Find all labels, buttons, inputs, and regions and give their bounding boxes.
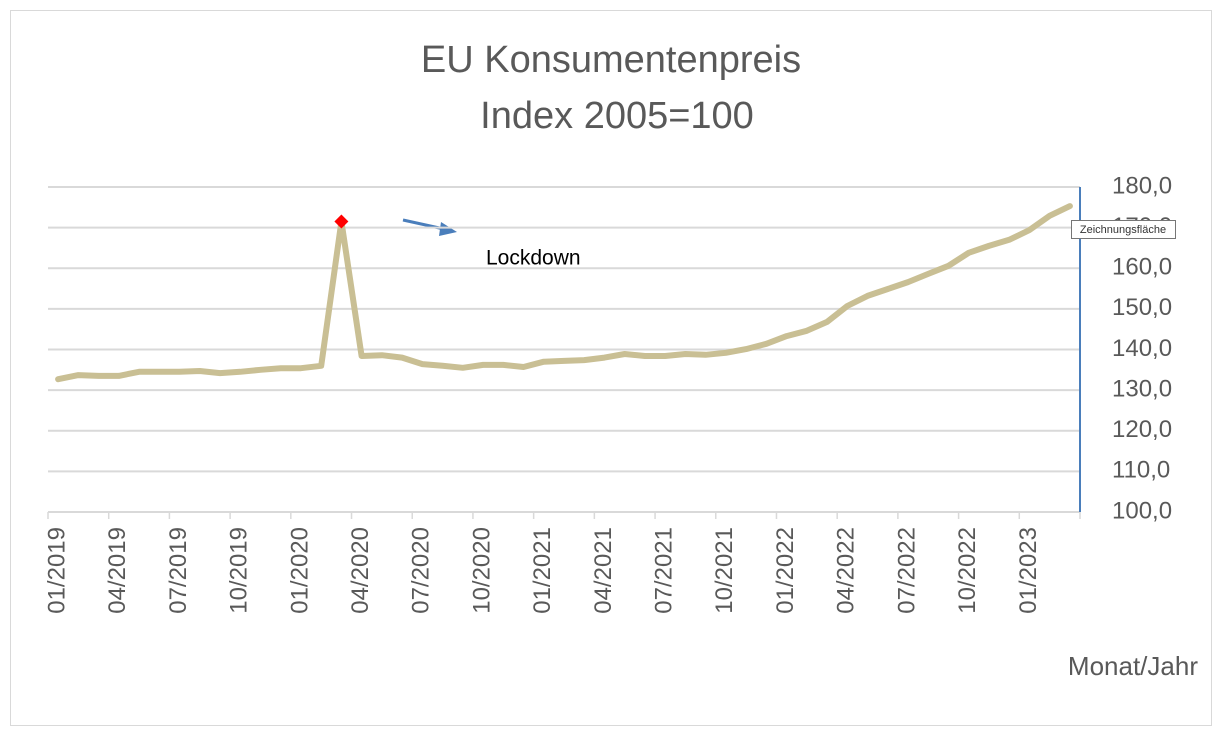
x-tick-label: 10/2020 xyxy=(468,527,495,614)
x-tick-label: 07/2021 xyxy=(651,527,678,614)
x-tick-label: 01/2019 xyxy=(43,527,70,614)
chart-border xyxy=(10,10,1212,726)
chart-subtitle: Index 2005=100 xyxy=(480,95,754,137)
chart-title: EU Konsumentenpreis xyxy=(421,39,801,81)
highlight-marker xyxy=(334,214,349,229)
x-axis-label: Monat/Jahr xyxy=(1068,651,1198,681)
tooltip: Zeichnungsfläche xyxy=(1071,220,1176,239)
x-tick-label: 01/2020 xyxy=(286,527,313,614)
x-tick-label: 07/2019 xyxy=(165,527,192,614)
y-tick-label: 130,0 xyxy=(1112,375,1172,402)
x-tick-label: 01/2021 xyxy=(529,527,556,614)
y-tick-label: 140,0 xyxy=(1112,335,1172,362)
y-tick-label: 180,0 xyxy=(1112,172,1172,199)
y-tick-label: 120,0 xyxy=(1112,416,1172,443)
y-tick-label: 110,0 xyxy=(1112,457,1170,484)
y-tick-label: 150,0 xyxy=(1112,294,1172,321)
x-tick-label: 04/2021 xyxy=(590,527,617,614)
tooltip-text: Zeichnungsfläche xyxy=(1080,224,1166,236)
x-tick-label: 01/2023 xyxy=(1015,527,1042,614)
x-tick-label: 04/2022 xyxy=(833,527,860,614)
x-tick-label: 04/2020 xyxy=(347,527,374,614)
x-tick-label: 10/2021 xyxy=(711,527,738,614)
line-series xyxy=(55,203,1073,383)
tooltip-box xyxy=(1071,220,1176,239)
x-tick-label: 07/2020 xyxy=(408,527,435,614)
y-tick-label: 160,0 xyxy=(1112,254,1172,281)
x-tick-label: 07/2022 xyxy=(893,527,920,614)
annotation: Lockdown xyxy=(486,247,581,270)
x-tick-label: 10/2019 xyxy=(226,527,253,614)
x-tick-label: 10/2022 xyxy=(954,527,981,614)
x-tick-label: 01/2022 xyxy=(772,527,799,614)
x-tick-label: 04/2019 xyxy=(104,527,131,614)
arrow-head xyxy=(439,222,457,236)
y-tick-label: 100,0 xyxy=(1112,497,1172,524)
